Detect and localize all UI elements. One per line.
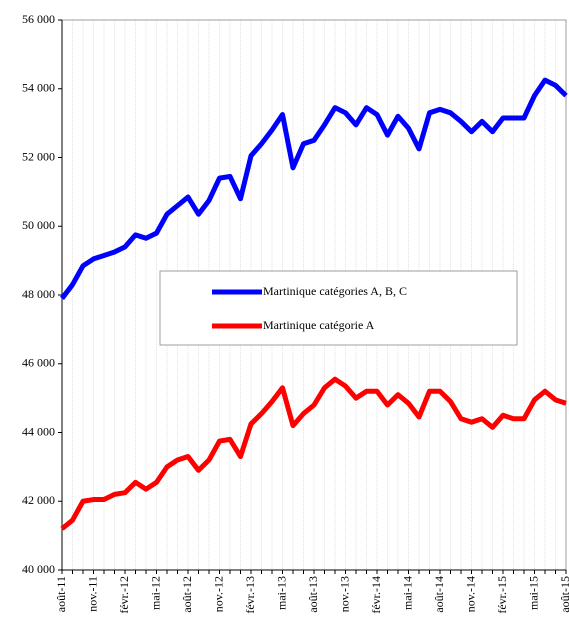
legend-box xyxy=(159,270,518,346)
x-tick-label: févr.-15 xyxy=(495,576,509,614)
x-tick-label: août-11 xyxy=(54,576,68,612)
legend-label: Martinique catégories A, B, C xyxy=(263,284,407,298)
y-tick-label: 40 000 xyxy=(22,562,55,576)
y-tick-label: 44 000 xyxy=(22,424,55,438)
x-tick-label: févr.-13 xyxy=(243,576,257,614)
x-tick-label: mai-13 xyxy=(274,576,288,610)
x-tick-label: mai-15 xyxy=(526,576,540,610)
x-tick-label: nov.-13 xyxy=(337,576,351,612)
x-tick-label: mai-12 xyxy=(148,576,162,610)
x-tick-label: nov.-11 xyxy=(85,576,99,612)
x-tick-label: août-14 xyxy=(432,576,446,613)
x-tick-label: août-15 xyxy=(558,576,569,613)
y-tick-label: 52 000 xyxy=(22,149,55,163)
data-line xyxy=(60,77,568,300)
y-tick-label: 42 000 xyxy=(22,493,55,507)
y-tick-label: 48 000 xyxy=(22,287,55,301)
x-tick-label: févr.-14 xyxy=(369,576,383,614)
y-tick-label: 56 000 xyxy=(22,12,55,26)
legend-label: Martinique catégorie A xyxy=(263,318,375,332)
y-tick-label: 54 000 xyxy=(22,81,55,95)
x-tick-label: mai-14 xyxy=(400,576,414,610)
y-tick-label: 46 000 xyxy=(22,356,55,370)
x-tick-label: févr.-12 xyxy=(117,576,131,614)
x-tick-label: août-12 xyxy=(180,576,194,613)
x-tick-label: août-13 xyxy=(306,576,320,613)
y-tick-label: 50 000 xyxy=(22,218,55,232)
x-tick-label: nov.-12 xyxy=(211,576,225,612)
data-line xyxy=(60,376,567,531)
x-tick-label: nov.-14 xyxy=(463,576,477,612)
